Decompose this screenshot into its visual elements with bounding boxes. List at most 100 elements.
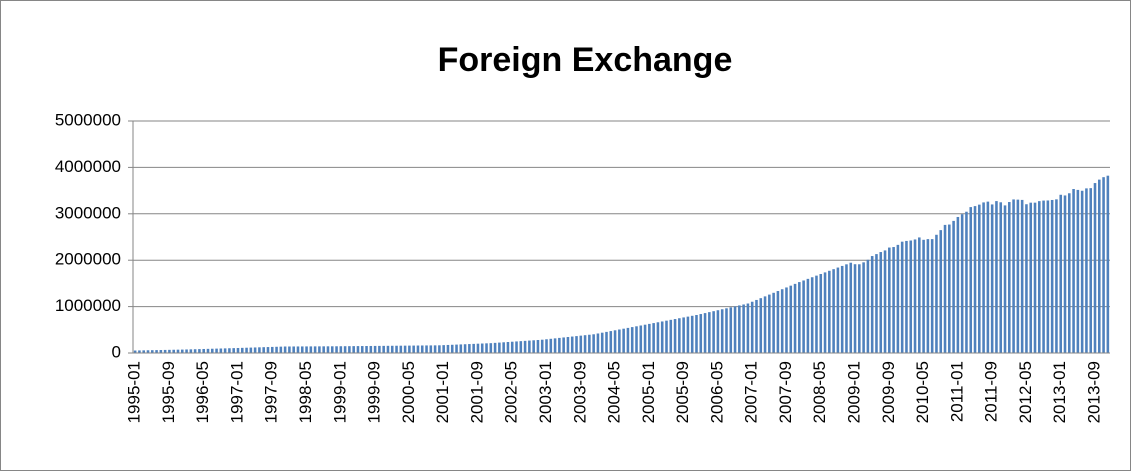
bar xyxy=(399,345,403,353)
bar xyxy=(892,247,895,353)
bar xyxy=(1050,199,1054,353)
bar xyxy=(150,350,154,353)
bar xyxy=(798,282,801,353)
bar xyxy=(262,347,265,353)
bar xyxy=(408,345,411,353)
bar xyxy=(763,296,767,353)
bar xyxy=(853,264,857,353)
bar xyxy=(228,348,231,353)
x-tick-label: 2003-09 xyxy=(570,361,589,423)
bar xyxy=(219,348,223,353)
bar xyxy=(583,335,587,353)
bar xyxy=(918,237,921,353)
x-tick-label: 2004-05 xyxy=(605,361,624,423)
bar xyxy=(1072,188,1075,353)
bar xyxy=(819,274,823,353)
bar xyxy=(1098,179,1101,353)
bar xyxy=(360,346,364,353)
bar xyxy=(905,240,908,353)
bar xyxy=(776,291,780,353)
x-tick-label: 2013-09 xyxy=(1084,361,1103,423)
bar xyxy=(1042,200,1045,353)
x-tick-label: 2002-05 xyxy=(502,361,521,423)
bar xyxy=(969,207,973,353)
bar xyxy=(163,349,167,353)
bar xyxy=(785,287,788,353)
bar xyxy=(669,319,673,353)
bar xyxy=(665,320,668,353)
bar xyxy=(335,346,338,353)
bar xyxy=(562,337,565,353)
bar xyxy=(733,306,737,353)
bar xyxy=(403,345,407,353)
bar xyxy=(382,345,385,353)
bar xyxy=(450,344,454,353)
bar xyxy=(588,334,591,353)
x-tick-label: 2001-01 xyxy=(433,361,452,423)
bar xyxy=(896,244,900,353)
bar xyxy=(309,346,313,353)
bar xyxy=(913,239,917,353)
bar xyxy=(446,344,450,353)
bar xyxy=(210,348,214,353)
x-tick-label: 2007-09 xyxy=(776,361,795,423)
x-tick-label: 2000-05 xyxy=(399,361,418,423)
bar xyxy=(510,341,514,353)
bar xyxy=(875,254,878,353)
bar xyxy=(639,325,643,353)
bar xyxy=(352,346,355,353)
bar xyxy=(772,292,775,353)
x-tick-label: 1995-01 xyxy=(125,361,144,423)
x-tick-label: 2005-09 xyxy=(673,361,692,423)
bar xyxy=(596,333,600,353)
bar xyxy=(545,339,548,353)
x-tick-label: 2009-01 xyxy=(845,361,864,423)
bar xyxy=(395,345,398,353)
bar xyxy=(240,347,244,353)
bar xyxy=(823,272,827,353)
bar xyxy=(592,334,595,353)
bar xyxy=(416,345,420,353)
bar xyxy=(468,344,471,353)
bar xyxy=(1068,193,1071,353)
bar xyxy=(618,329,621,353)
bar xyxy=(935,234,938,353)
bar xyxy=(729,307,733,353)
bar xyxy=(442,345,445,353)
bar xyxy=(956,216,960,353)
bar xyxy=(673,319,677,353)
bar xyxy=(1016,199,1020,353)
bar xyxy=(952,220,955,353)
bar xyxy=(999,202,1003,353)
bar xyxy=(369,345,373,353)
bar xyxy=(236,347,240,353)
x-tick-label: 1995-09 xyxy=(159,361,178,423)
bar xyxy=(742,304,745,353)
bar xyxy=(390,345,394,353)
bar xyxy=(189,349,193,353)
bar xyxy=(845,264,848,353)
bar xyxy=(455,344,458,353)
y-tick-label: 3000000 xyxy=(55,203,121,222)
bar xyxy=(1080,190,1084,353)
bar xyxy=(965,211,968,353)
bar xyxy=(296,346,300,353)
x-tick-label: 1997-01 xyxy=(227,361,246,423)
bar xyxy=(815,275,818,353)
bar xyxy=(206,348,210,353)
bar xyxy=(648,323,651,353)
bar xyxy=(420,345,424,353)
bar xyxy=(725,308,728,353)
bar xyxy=(982,202,985,353)
bar xyxy=(828,270,831,353)
bar xyxy=(750,301,754,353)
bar xyxy=(870,256,874,353)
bar xyxy=(1029,202,1033,353)
bar xyxy=(643,324,647,353)
bar xyxy=(279,346,283,353)
bar xyxy=(986,201,990,353)
x-tick-label: 1999-01 xyxy=(330,361,349,423)
x-tick-label: 2001-09 xyxy=(467,361,486,423)
x-tick-label: 2010-05 xyxy=(913,361,932,423)
